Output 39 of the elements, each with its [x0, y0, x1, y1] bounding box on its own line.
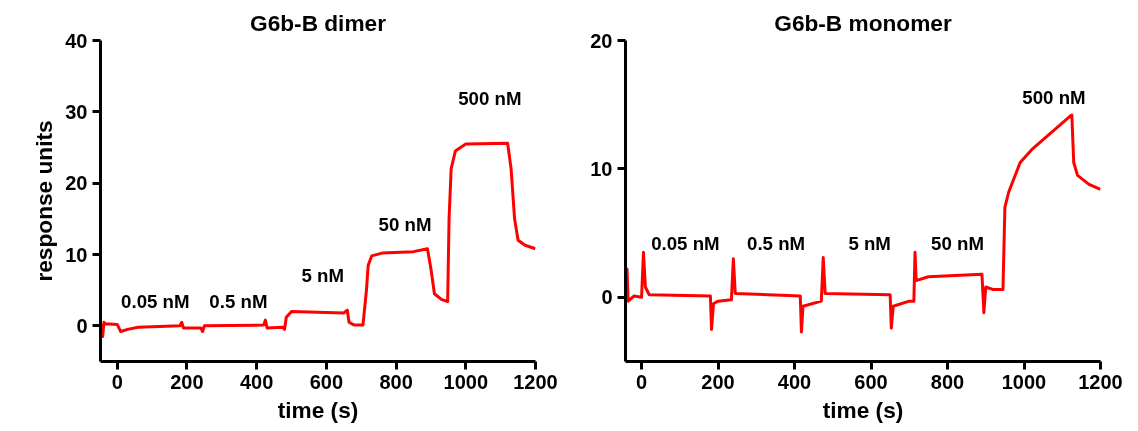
y-tick-label: 40	[65, 29, 88, 52]
annotation: 500 nM	[458, 87, 522, 109]
annotation: 0.05 nM	[121, 290, 190, 312]
x-tick-label: 1000	[443, 370, 489, 393]
annotation: 5 nM	[301, 265, 345, 287]
chart-title: G6b-B dimer	[250, 9, 387, 36]
chart-title: G6b-B monomer	[774, 9, 952, 36]
line-series	[625, 113, 1101, 334]
annotation: 0.5 nM	[209, 290, 268, 312]
line-series	[100, 141, 536, 339]
annotation: 5 nM	[848, 232, 891, 254]
x-tick-label: 600	[309, 370, 344, 393]
y-tick-label: 0	[601, 286, 613, 309]
annotation: 500 nM	[1022, 87, 1086, 109]
x-axis-title: time (s)	[277, 396, 359, 423]
y-tick-label: 10	[65, 243, 88, 266]
annotation: 50 nM	[378, 213, 432, 235]
x-tick-label: 1200	[513, 370, 558, 393]
x-tick-label: 800	[930, 370, 965, 393]
y-tick-label: 20	[65, 172, 88, 195]
x-tick-label: 200	[170, 370, 204, 393]
x-tick-label: 800	[379, 370, 413, 393]
y-tick-label: 10	[590, 157, 613, 180]
y-tick-label: 20	[590, 29, 613, 52]
x-tick-label: 1000	[1001, 370, 1047, 393]
x-tick-label: 200	[701, 370, 735, 393]
x-tick-label: 400	[239, 370, 274, 393]
annotation: 0.5 nM	[747, 232, 806, 254]
x-tick-label: 600	[854, 370, 888, 393]
x-tick-label: 0	[636, 370, 648, 393]
x-tick-label: 0	[111, 370, 123, 393]
y-axis-title: response units	[31, 120, 58, 282]
annotation: 0.05 nM	[651, 232, 720, 254]
x-tick-label: 1200	[1078, 370, 1123, 393]
y-tick-label: 0	[76, 314, 88, 337]
x-axis-title: time (s)	[822, 396, 904, 423]
x-tick-label: 400	[777, 370, 812, 393]
y-tick-label: 30	[65, 100, 88, 123]
annotation: 50 nM	[931, 232, 984, 254]
